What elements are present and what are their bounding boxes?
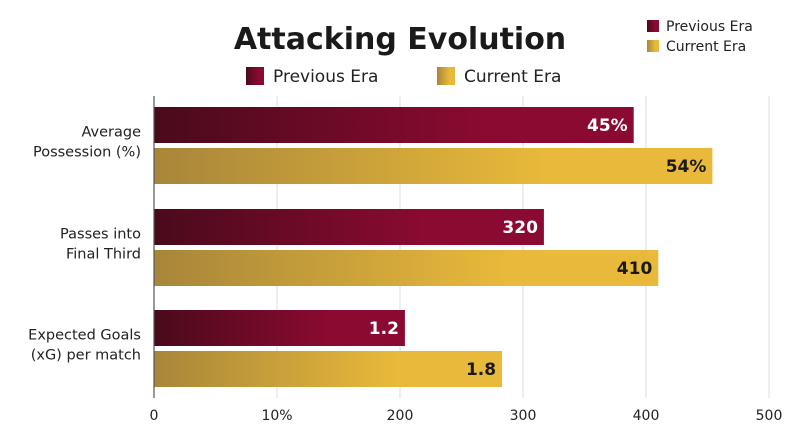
x-tick-label: 400 bbox=[633, 408, 660, 424]
x-tick-label: 10% bbox=[261, 408, 292, 424]
x-tick-label: 500 bbox=[756, 408, 783, 424]
bar-current-era bbox=[154, 351, 503, 387]
labels: 45% 54% Average Possession (%) 320 410 Passes … bbox=[28, 116, 706, 380]
legend-label: Current Era bbox=[666, 39, 746, 55]
legend-top: Previous Era Current Era bbox=[246, 67, 561, 87]
bar-current-era bbox=[154, 250, 659, 286]
legend-label: Current Era bbox=[464, 67, 561, 87]
category-label: Average bbox=[81, 125, 141, 141]
category-label: Possession (%) bbox=[33, 145, 141, 161]
category-label: Expected Goals bbox=[28, 328, 141, 344]
data-label: 1.8 bbox=[466, 360, 496, 380]
legend-swatch bbox=[647, 40, 659, 52]
x-tick-label: 200 bbox=[387, 408, 414, 424]
bar-current-era bbox=[154, 148, 713, 184]
bar-previous-era bbox=[154, 310, 405, 346]
chart-title: Attacking Evolution bbox=[234, 22, 566, 57]
legend-swatch bbox=[246, 67, 264, 85]
bars bbox=[154, 107, 713, 387]
data-label: 54% bbox=[666, 157, 707, 177]
category-label: Passes into bbox=[60, 227, 141, 243]
data-label: 410 bbox=[617, 259, 653, 279]
data-label: 45% bbox=[587, 116, 628, 136]
bar-previous-era bbox=[154, 209, 544, 245]
legend-corner: Previous Era Current Era bbox=[647, 19, 753, 55]
category-label: Final Third bbox=[66, 247, 141, 263]
legend-label: Previous Era bbox=[666, 19, 753, 35]
x-tick-label: 0 bbox=[150, 408, 159, 424]
data-label: 1.2 bbox=[369, 319, 399, 339]
legend-swatch bbox=[437, 67, 455, 85]
data-label: 320 bbox=[502, 218, 538, 238]
legend-swatch bbox=[647, 20, 659, 32]
grid: 0 10% 200 300 400 500 bbox=[150, 96, 783, 424]
legend-label: Previous Era bbox=[273, 67, 378, 87]
category-label: (xG) per match bbox=[31, 348, 141, 364]
bar-previous-era bbox=[154, 107, 634, 143]
x-tick-label: 300 bbox=[510, 408, 537, 424]
